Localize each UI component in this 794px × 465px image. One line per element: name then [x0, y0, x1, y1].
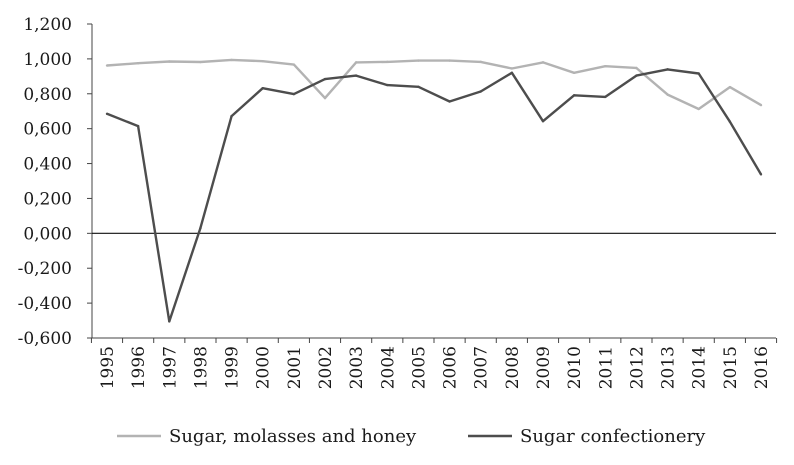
data-point: [199, 226, 202, 230]
data-point: [759, 173, 763, 176]
data-point: [697, 107, 700, 111]
x-tick-label: 2011: [596, 346, 616, 389]
data-point: [510, 67, 514, 70]
data-point: [572, 71, 576, 75]
x-tick-label: 2010: [565, 346, 585, 389]
x-tick-label: 2007: [472, 346, 492, 389]
x-tick-label: 2002: [316, 346, 336, 389]
x-tick-label: 1997: [160, 346, 180, 389]
y-tick-label: 1,000: [23, 50, 72, 70]
data-point: [479, 60, 482, 64]
data-point: [230, 58, 233, 62]
data-point: [604, 65, 607, 68]
data-point: [541, 119, 545, 123]
x-tick-label: 2006: [441, 346, 461, 389]
x-tick-label: 2009: [534, 346, 554, 389]
legend-label: Sugar confectionery: [520, 426, 706, 447]
data-point: [292, 63, 296, 66]
y-tick-label: 0,800: [23, 85, 72, 105]
data-point: [479, 90, 482, 93]
y-tick-label: 0,200: [23, 189, 72, 209]
data-point: [136, 62, 140, 65]
x-tick-label: 2001: [285, 346, 305, 389]
x-tick-label: 1998: [191, 346, 211, 389]
data-point: [136, 124, 140, 128]
series-line-sugar-molasses-honey: [106, 58, 762, 111]
x-tick-label: 2014: [690, 346, 710, 389]
y-tick-label: 0,000: [23, 224, 72, 244]
data-point: [261, 86, 264, 90]
data-point: [323, 77, 327, 81]
data-point: [697, 72, 700, 75]
data-point: [168, 60, 171, 63]
data-point: [261, 59, 264, 63]
y-tick-label: 0,400: [23, 155, 72, 175]
data-point: [386, 83, 389, 87]
legend: Sugar, molasses and honey Sugar confectio…: [117, 426, 706, 447]
x-tick-label: 2016: [752, 346, 772, 389]
data-point: [510, 71, 514, 75]
x-tick-label: 1996: [129, 346, 149, 389]
data-point: [354, 61, 358, 64]
y-tick-label: 1,200: [23, 15, 72, 35]
y-tick-label: -0,200: [18, 259, 72, 279]
data-point: [230, 114, 233, 118]
x-tick-label: 2003: [347, 346, 367, 389]
x-tick-label: 2000: [254, 346, 274, 389]
data-point: [386, 60, 389, 64]
data-point: [448, 59, 451, 62]
data-point: [417, 59, 420, 62]
x-axis: 1995 1996 1997 1998 1999 2000 2001 2002 2003 2004…: [90, 337, 778, 389]
data-point: [354, 74, 358, 77]
data-point: [635, 74, 638, 77]
data-point: [292, 92, 296, 96]
series-lines: [105, 58, 763, 323]
y-tick-label: -0,400: [18, 294, 72, 314]
y-axis: 1,200 1,000 0,800 0,600 0,400 0,200 0,000 -0,20…: [18, 15, 776, 349]
data-point: [635, 66, 638, 70]
data-point: [728, 85, 732, 89]
data-point: [323, 96, 327, 100]
x-tick-label: 2012: [627, 346, 647, 389]
legend-label: Sugar, molasses and honey: [169, 426, 417, 447]
y-tick-label: 0,600: [23, 120, 72, 140]
data-point: [666, 68, 669, 71]
x-tick-label: 2008: [503, 346, 523, 389]
data-point: [728, 120, 732, 123]
data-point: [541, 61, 545, 64]
data-point: [417, 85, 420, 89]
x-tick-label: 1999: [223, 346, 243, 389]
data-point: [105, 64, 109, 67]
y-tick-label: -0,600: [18, 329, 72, 349]
data-point: [448, 100, 451, 103]
x-tick-label: 2015: [721, 346, 741, 389]
data-point: [199, 60, 202, 64]
x-tick-label: 2004: [378, 346, 398, 389]
data-point: [572, 94, 576, 97]
data-point: [759, 103, 763, 107]
data-point: [604, 95, 607, 99]
data-point: [666, 93, 669, 96]
data-point: [168, 320, 171, 323]
series-line-sugar-confectionery: [106, 68, 763, 323]
x-tick-label: 1995: [98, 346, 118, 389]
x-tick-label: 2013: [659, 346, 679, 389]
x-tick-label: 2005: [409, 346, 429, 389]
data-point: [105, 112, 109, 116]
